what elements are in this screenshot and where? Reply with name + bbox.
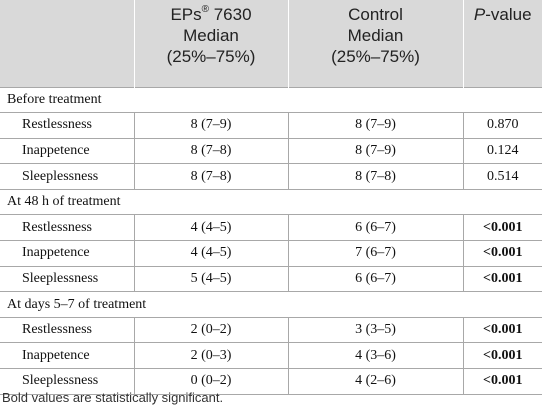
header-eps-7630: EPs® 7630 Median (25%–75%) bbox=[133, 0, 288, 87]
header-control: Control Median (25%–75%) bbox=[287, 0, 463, 87]
header-p-value: P-value bbox=[462, 0, 542, 87]
header-control-title: Control bbox=[348, 5, 403, 24]
p-value: <0.001 bbox=[462, 316, 542, 343]
eps-value: 4 (4–5) bbox=[133, 240, 288, 267]
eps-value: 8 (7–8) bbox=[133, 137, 288, 164]
p-value: 0.870 bbox=[462, 112, 542, 139]
eps-value: 2 (0–3) bbox=[133, 342, 288, 369]
row-label: Sleeplessness bbox=[0, 368, 134, 395]
section-row: At 48 h of treatment bbox=[0, 188, 542, 215]
control-value: 7 (6–7) bbox=[287, 240, 463, 267]
header-eps-title: EPs® 7630 bbox=[136, 4, 287, 25]
header-eps-range: (25%–75%) bbox=[166, 47, 256, 66]
control-value: 6 (6–7) bbox=[287, 214, 463, 241]
footnote: Bold values are statistically significan… bbox=[2, 390, 224, 405]
row-label: Restlessness bbox=[0, 112, 134, 139]
row-label: Inappetence bbox=[0, 240, 134, 267]
table-row: Inappetence 8 (7–8) 8 (7–9) 0.124 bbox=[0, 137, 542, 164]
eps-value: 2 (0–2) bbox=[133, 316, 288, 343]
control-value: 4 (3–6) bbox=[287, 342, 463, 369]
row-label: Inappetence bbox=[0, 342, 134, 369]
p-value: <0.001 bbox=[462, 240, 542, 267]
table-row: Sleeplessness 5 (4–5) 6 (6–7) <0.001 bbox=[0, 265, 542, 292]
header-control-range: (25%–75%) bbox=[331, 47, 420, 66]
header-empty-cell bbox=[0, 0, 134, 87]
eps-value: 0 (0–2) bbox=[133, 368, 288, 395]
table-row: Sleeplessness 0 (0–2) 4 (2–6) <0.001 bbox=[0, 368, 542, 395]
header-eps-name: EPs bbox=[170, 5, 202, 24]
header-eps-number: 7630 bbox=[209, 5, 252, 24]
control-value: 8 (7–9) bbox=[287, 137, 463, 164]
eps-value: 8 (7–9) bbox=[133, 112, 288, 139]
table-row: Inappetence 2 (0–3) 4 (3–6) <0.001 bbox=[0, 342, 542, 369]
table-row: Inappetence 4 (4–5) 7 (6–7) <0.001 bbox=[0, 240, 542, 267]
p-value: <0.001 bbox=[462, 214, 542, 241]
table-row: Sleeplessness 8 (7–8) 8 (7–8) 0.514 bbox=[0, 163, 542, 190]
table-row: Restlessness 4 (4–5) 6 (6–7) <0.001 bbox=[0, 214, 542, 241]
control-value: 3 (3–5) bbox=[287, 316, 463, 343]
row-label: Sleeplessness bbox=[0, 265, 134, 292]
row-label: Inappetence bbox=[0, 137, 134, 164]
section-row: Before treatment bbox=[0, 86, 542, 113]
control-value: 8 (7–8) bbox=[287, 163, 463, 190]
section-row: At days 5–7 of treatment bbox=[0, 291, 542, 318]
table-row: Restlessness 8 (7–9) 8 (7–9) 0.870 bbox=[0, 112, 542, 139]
row-label: Restlessness bbox=[0, 214, 134, 241]
header-row: EPs® 7630 Median (25%–75%) Control Media… bbox=[0, 0, 542, 87]
control-value: 6 (6–7) bbox=[287, 265, 463, 292]
control-value: 4 (2–6) bbox=[287, 368, 463, 395]
row-label: Restlessness bbox=[0, 316, 134, 343]
p-value: <0.001 bbox=[462, 342, 542, 369]
row-label: Sleeplessness bbox=[0, 163, 134, 190]
table-body: Before treatment Restlessness 8 (7–9) 8 (7–… bbox=[0, 86, 542, 395]
results-table: EPs® 7630 Median (25%–75%) Control Media… bbox=[0, 0, 542, 395]
control-value: 8 (7–9) bbox=[287, 112, 463, 139]
table-row: Restlessness 2 (0–2) 3 (3–5) <0.001 bbox=[0, 316, 542, 343]
p-value: <0.001 bbox=[462, 368, 542, 395]
p-value: 0.514 bbox=[462, 163, 542, 190]
section-title: At 48 h of treatment bbox=[0, 188, 542, 215]
section-title: At days 5–7 of treatment bbox=[0, 291, 542, 318]
p-value: 0.124 bbox=[462, 137, 542, 164]
eps-value: 5 (4–5) bbox=[133, 265, 288, 292]
p-value: <0.001 bbox=[462, 265, 542, 292]
section-title: Before treatment bbox=[0, 86, 542, 113]
registered-mark: ® bbox=[201, 4, 209, 16]
eps-value: 4 (4–5) bbox=[133, 214, 288, 241]
header-p-letter: P bbox=[473, 5, 486, 24]
header-p-suffix: -value bbox=[485, 5, 532, 24]
header-control-median: Median bbox=[347, 26, 404, 45]
header-eps-median: Median bbox=[183, 26, 239, 45]
eps-value: 8 (7–8) bbox=[133, 163, 288, 190]
